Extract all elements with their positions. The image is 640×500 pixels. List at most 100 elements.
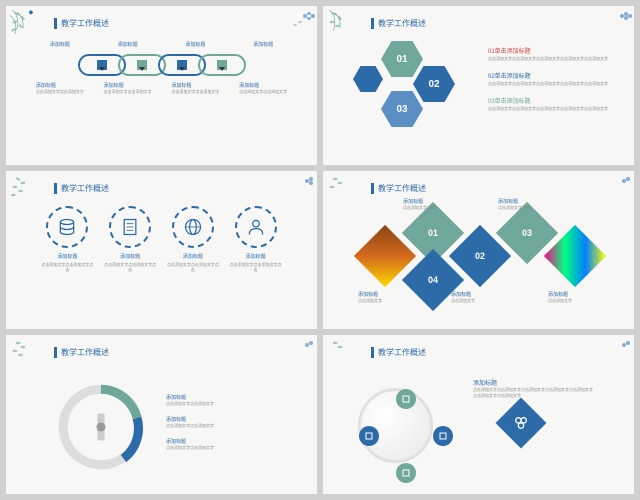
gauge-layout: 添加标题点击添加文字点击添加文字添加标题点击添加文字点击添加文字添加标题点击添加…: [26, 370, 297, 484]
circle-item: 添加标题点击添加文字点击添加文字点击: [103, 206, 158, 272]
flowers-decoration: [602, 173, 632, 195]
orbit-node: [359, 426, 379, 446]
slide-title: 教学工作概述: [378, 347, 426, 358]
label: 添加标题: [253, 41, 273, 48]
item-title: 添加标题: [40, 253, 95, 260]
diamond-icon: [496, 398, 547, 449]
diamond-label: 添加标题点击添加文字点击: [403, 198, 435, 210]
title-bar: [54, 18, 57, 29]
slide-4-content: 01020304添加标题点击添加文字点击添加标题点击添加文字点击添加标题点击添加…: [343, 206, 614, 320]
gauge-icon: [56, 382, 146, 472]
orbit-node: [396, 389, 416, 409]
flowers-decoration: [285, 173, 315, 195]
list-item: 添加标题点击添加文字点击添加文字: [166, 394, 214, 406]
item-title: 添加标题: [166, 394, 214, 401]
subtext: 点击添加文字点击添加文字: [36, 89, 84, 94]
item-sub: 点击添加文字点击添加文字点击添加文字点击添加文字点击添加文字: [488, 81, 609, 86]
slide-title-row: 教学工作概述: [371, 347, 426, 358]
list-item: 02单击添加标题点击添加文字点击添加文字点击添加文字点击添加文字点击添加文字: [488, 71, 609, 86]
circle-item: 添加标题点击添加文字点击添加文字点击: [165, 206, 220, 272]
slide-title-row: 教学工作概述: [54, 18, 109, 29]
hexagon-list: 01单击添加标题点击添加文字点击添加文字点击添加文字点击添加文字点击添加文字02…: [488, 46, 609, 122]
item-sub: 点击添加文字点击添加文字点击添加文字点击添加文字点击添加文字: [488, 106, 609, 111]
slide-3: 教学工作概述 添加标题点击添加文字点击添加文字点击添加标题点击添加文字点击添加文…: [6, 171, 317, 330]
doc-icon: [109, 206, 151, 248]
hexagon: 03: [381, 91, 423, 127]
flowers-decoration: [602, 8, 632, 30]
title-bar: [54, 347, 57, 358]
slide-1: 教学工作概述 添加标题 添加标题 添加标题 添加标题 添加标题点击添加文字点击添…: [6, 6, 317, 165]
label: 添加标题: [118, 41, 138, 48]
slide-2: 教学工作概述 010203 01单击添加标题点击添加文字点击添加文字点击添加文字…: [323, 6, 634, 165]
flowers-decoration: [602, 337, 632, 359]
list-item: 03单击添加标题点击添加文字点击添加文字点击添加文字点击添加文字点击添加文字: [488, 96, 609, 111]
list-item: 添加标题点击添加文字点击添加文字: [166, 416, 214, 428]
label: 添加标题: [50, 41, 70, 48]
title-bar: [371, 18, 374, 29]
slide-title: 教学工作概述: [61, 18, 109, 29]
slide-title: 教学工作概述: [61, 183, 109, 194]
leaves-decoration: [6, 171, 51, 211]
item-title: 添加标题: [165, 253, 220, 260]
hexagon: 02: [413, 66, 455, 102]
item-sub: 点击添加文字点击添加文字: [166, 445, 214, 450]
label: 添加标题: [185, 41, 205, 48]
list-item: 01单击添加标题点击添加文字点击添加文字点击添加文字点击添加文字点击添加文字: [488, 46, 609, 61]
gauge-list: 添加标题点击添加文字点击添加文字添加标题点击添加文字点击添加文字添加标题点击添加…: [166, 394, 214, 461]
circle-diamond-layout: 添加标题 点击添加文字点击添加文字点击添加文字点击添加文字点击添加文字点击添加文…: [343, 370, 614, 484]
slide-6-text: 添加标题 点击添加文字点击添加文字点击添加文字点击添加文字点击添加文字点击添加文…: [473, 378, 593, 397]
orbit-node: [396, 463, 416, 483]
circle-item: 添加标题点击添加文字点击添加文字点击: [228, 206, 283, 272]
slide-3-content: 添加标题点击添加文字点击添加文字点击添加标题点击添加文字点击添加文字点击添加标题…: [26, 206, 297, 320]
title-bar: [54, 183, 57, 194]
flowers-decoration: [285, 8, 315, 30]
slide-6-content: 添加标题 点击添加文字点击添加文字点击添加文字点击添加文字点击添加文字点击添加文…: [343, 370, 614, 484]
db-icon: [46, 206, 88, 248]
slide-2-content: 010203 01单击添加标题点击添加文字点击添加文字点击添加文字点击添加文字点…: [343, 41, 614, 155]
leaves-decoration: [323, 171, 368, 211]
title: 添加标题: [473, 378, 593, 387]
big-circle: [358, 388, 433, 463]
subtext: 点击添加文字点击添加文字点击添加文字点击添加文字点击添加文字点击添加文字点击添加…: [473, 387, 593, 397]
globe-icon: [172, 206, 214, 248]
circle-icons-row: 添加标题点击添加文字点击添加文字点击添加标题点击添加文字点击添加文字点击添加标题…: [26, 206, 297, 272]
item-sub: 点击添加文字点击添加文字点击: [165, 262, 220, 272]
slide-title: 教学工作概述: [61, 347, 109, 358]
title-bar: [371, 183, 374, 194]
slide-5: 教学工作概述 添加标题点击添加文字点击添加文字添加标题点击添加文字点击添加文字添…: [6, 335, 317, 494]
person-icon: [235, 206, 277, 248]
diamond-label: 添加标题点击添加文字: [548, 291, 572, 303]
hexagon: [353, 66, 383, 92]
chain-diagram: [26, 50, 297, 80]
flowers-decoration: [285, 337, 315, 359]
leaves-decoration: [323, 6, 368, 46]
leaves-decoration: [6, 335, 51, 375]
item-title: 01单击添加标题: [488, 46, 609, 55]
chain-top-labels: 添加标题 添加标题 添加标题 添加标题: [26, 41, 297, 48]
slide-title-row: 教学工作概述: [54, 347, 109, 358]
subtext: 点击添加文字点击添加文字: [239, 89, 287, 94]
subtext: 点击添加文字点击添加文字: [171, 89, 219, 94]
slide-1-content: 添加标题 添加标题 添加标题 添加标题 添加标题点击添加文字点击添加文字 添加标…: [26, 41, 297, 155]
chain-bot-labels: 添加标题点击添加文字点击添加文字 添加标题点击添加文字点击添加文字 添加标题点击…: [26, 82, 297, 94]
item-sub: 点击添加文字点击添加文字点击: [103, 262, 158, 272]
slide-4: 教学工作概述 01020304添加标题点击添加文字点击添加标题点击添加文字点击添…: [323, 171, 634, 330]
item-title: 添加标题: [103, 253, 158, 260]
slide-5-content: 添加标题点击添加文字点击添加文字添加标题点击添加文字点击添加文字添加标题点击添加…: [26, 370, 297, 484]
chain-link: [198, 54, 246, 76]
title-bar: [371, 347, 374, 358]
leaves-decoration: [323, 335, 368, 375]
item-sub: 点击添加文字点击添加文字: [166, 423, 214, 428]
subtext: 点击添加文字点击添加文字: [104, 89, 152, 94]
slide-title: 教学工作概述: [378, 18, 426, 29]
item-title: 03单击添加标题: [488, 96, 609, 105]
item-sub: 点击添加文字点击添加文字点击添加文字点击添加文字点击添加文字: [488, 56, 609, 61]
diamond-label: 添加标题点击添加文字: [358, 291, 382, 303]
item-sub: 点击添加文字点击添加文字点击: [40, 262, 95, 272]
hexagon-cluster: 010203: [353, 41, 473, 141]
orbit-node: [433, 426, 453, 446]
item-sub: 点击添加文字点击添加文字: [166, 401, 214, 406]
leaves-decoration: [6, 6, 51, 46]
item-title: 添加标题: [166, 416, 214, 423]
list-item: 添加标题点击添加文字点击添加文字: [166, 438, 214, 450]
